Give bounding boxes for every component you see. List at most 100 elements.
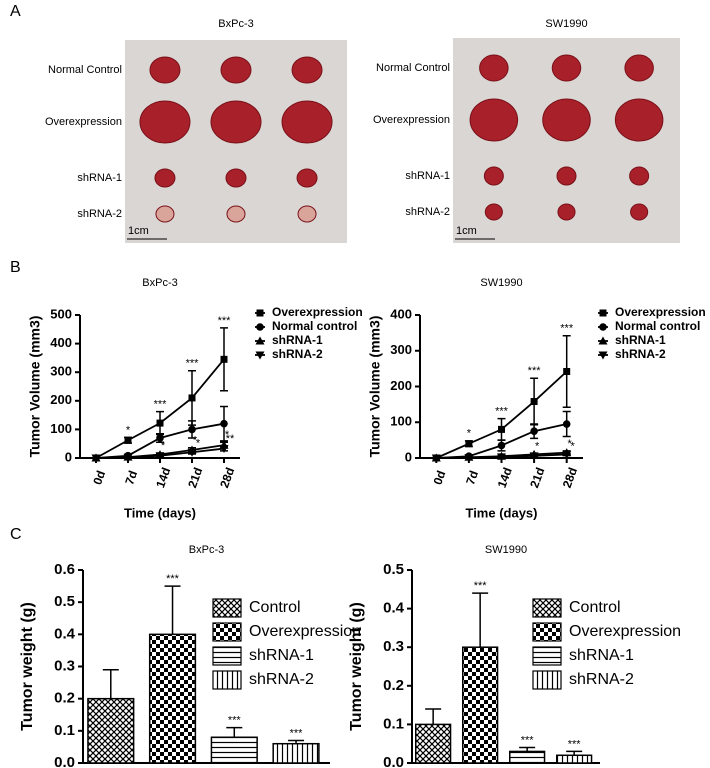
marker [220,355,228,363]
tumor [226,205,246,223]
legend-swatch [532,646,562,666]
significance-label: *** [528,365,542,377]
significance-label: *** [290,727,304,739]
scale-label: 1cm [456,225,477,237]
marker [598,351,608,360]
y-tick-label: 0.0 [383,754,404,768]
y-tick-label: 0.4 [54,625,76,642]
panel-label: B [10,259,21,276]
error-bar [226,726,243,738]
significance-label: *** [186,358,200,370]
marker [255,336,265,345]
bar [87,697,135,764]
marker [465,440,473,448]
legend-label: shRNA-2 [615,347,666,361]
marker [530,427,538,435]
marker [598,336,608,345]
row-label: shRNA-1 [405,170,450,182]
significance-label: * [193,435,198,447]
legend-swatch [532,670,562,690]
bar [272,742,320,764]
bar [415,723,452,764]
y-axis-label: Tumor weight (g) [19,602,36,731]
y-tick-label: 0.2 [383,677,404,694]
tumor [542,98,591,142]
scale-label: 1cm [128,225,149,237]
tumor [155,205,175,223]
marker [155,452,165,461]
x-axis-label: Time (days) [465,505,537,520]
tumor [629,166,650,186]
panel-label: A [10,3,21,20]
y-tick-label: 0.5 [383,561,404,578]
legend-swatch [212,598,242,618]
x-tick-label: 0d [90,469,108,487]
tumor [297,205,317,223]
legend-label: Control [249,599,301,616]
marker [562,420,571,428]
row-label: Overexpression [45,116,122,128]
tumor [479,54,509,82]
legend-label: shRNA-1 [249,647,314,664]
marker [256,309,264,317]
legend-swatch [212,646,242,666]
error-bar [102,668,119,699]
tumor [225,168,247,188]
photo-title: BxPc-3 [218,18,253,30]
y-tick-label: 100 [50,421,72,436]
marker [498,425,505,433]
significance-label: *** [568,738,582,750]
significance-label: *** [154,399,168,411]
y-axis-label: Tumor Volume (mm3) [367,316,383,458]
y-tick-label: 0.2 [54,690,75,707]
significance-label: * [196,437,201,449]
y-axis-label: Tumor weight (g) [348,602,365,731]
marker [529,452,539,461]
tumor [630,203,649,221]
y-axis-label: Tumor Volume (mm3) [27,316,43,458]
bar [556,754,593,764]
x-tick-label: 21d [527,466,547,490]
marker [497,441,506,450]
legend-label: shRNA-1 [615,333,666,347]
bar [210,736,258,764]
tumor [556,166,577,186]
panel-label: C [10,526,22,543]
legend-label: Overexpression [569,623,681,640]
y-tick-label: 0.5 [54,593,75,610]
row-label: shRNA-2 [77,208,122,220]
y-tick-label: 100 [390,414,412,429]
y-tick-label: 300 [390,342,412,357]
x-tick-label: 7d [463,469,481,487]
row-label: Normal Control [48,64,122,76]
tumor [291,56,323,84]
marker [497,453,506,462]
legend-swatch [212,670,242,690]
legend-label: Overexpression [272,305,363,319]
tumor [154,168,176,188]
x-tick-label: 28d [217,466,237,490]
tumor [296,168,318,188]
legend-swatch [532,622,562,642]
legend-swatch [532,598,562,618]
tumor [483,166,504,186]
marker [187,448,197,457]
x-tick-label: 28d [560,466,580,490]
marker [255,351,265,360]
photo-title: SW1990 [545,18,587,30]
marker [599,323,607,331]
row-label: Overexpression [373,114,450,126]
marker [156,434,164,442]
marker [431,454,441,463]
x-tick-label: 7d [122,469,140,487]
significance-label: * [225,429,230,441]
legend-label: Overexpression [249,623,361,640]
tumor [149,56,181,84]
error-bar [472,592,489,648]
significance-label: * [467,428,472,440]
y-tick-label: 300 [50,364,72,379]
significance-label: *** [521,734,535,746]
chart-title: BxPc-3 [142,277,177,289]
tumor [281,100,333,144]
